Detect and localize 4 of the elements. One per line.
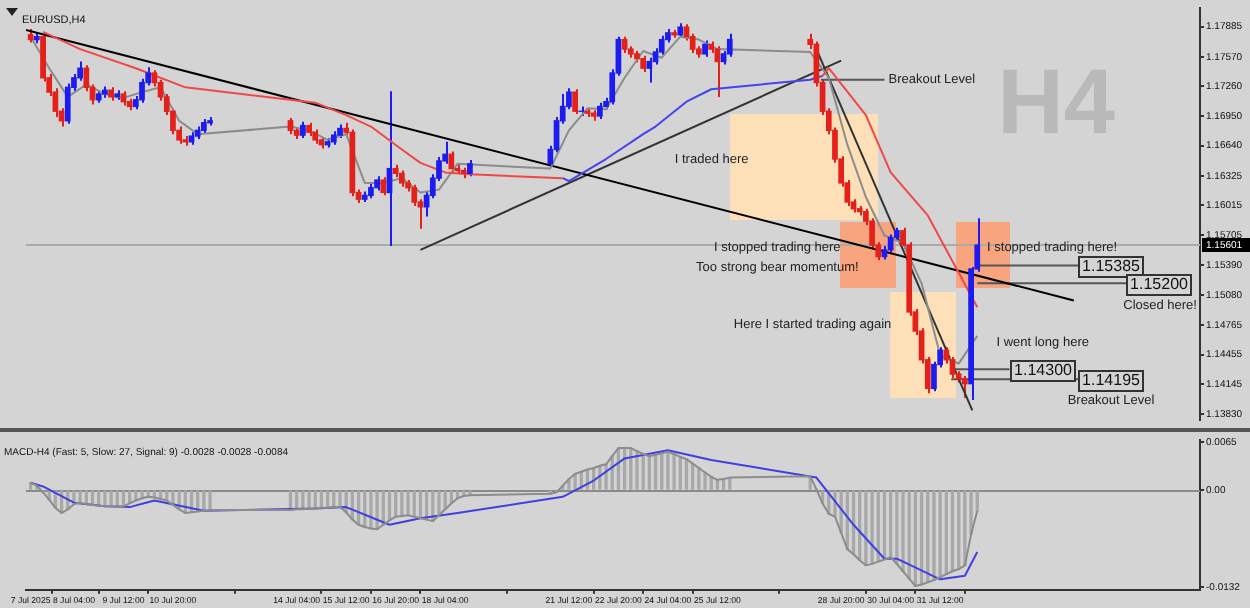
data-label: 1.15385 xyxy=(1082,257,1142,276)
data-label: 1.14195 xyxy=(1082,370,1142,389)
data-label: 1.14300 xyxy=(1014,360,1074,379)
data-label: 1.15200 xyxy=(1130,274,1190,293)
